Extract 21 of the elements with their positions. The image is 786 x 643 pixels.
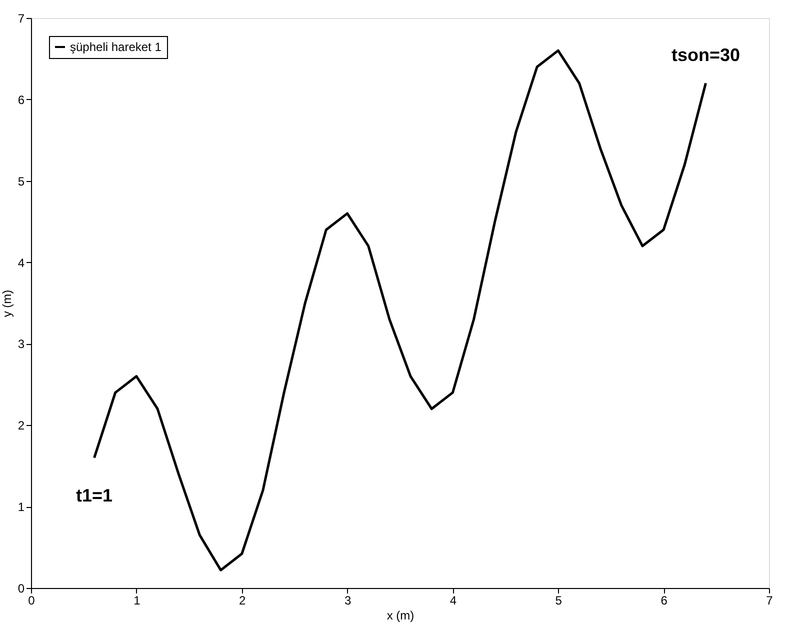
annotation: tson=30 (671, 45, 740, 66)
y-tick-label: 4 (18, 256, 25, 270)
x-axis-title: x (m) (386, 608, 414, 622)
y-axis-title: y (m) (0, 290, 14, 318)
y-tick-label: 3 (18, 337, 25, 352)
x-tick-label: 7 (766, 594, 774, 608)
y-tick-label: 6 (18, 92, 25, 107)
x-tick-label: 4 (450, 594, 457, 608)
y-tick-label: 7 (18, 12, 25, 26)
y-tick-label: 1 (18, 500, 25, 514)
x-tick-label: 1 (134, 594, 141, 608)
x-tick-label: 2 (239, 594, 246, 608)
legend-label: şüpheli hareket 1 (70, 40, 162, 54)
y-tick-label: 5 (18, 174, 25, 188)
y-tick-label: 0 (18, 582, 25, 596)
x-tick-label: 0 (28, 594, 36, 608)
annotation: t1=1 (76, 486, 113, 506)
x-tick-label: 6 (660, 594, 668, 608)
x-tick-label: 5 (555, 594, 562, 608)
y-tick-label: 2 (18, 418, 25, 433)
x-tick-label: 3 (344, 594, 352, 608)
